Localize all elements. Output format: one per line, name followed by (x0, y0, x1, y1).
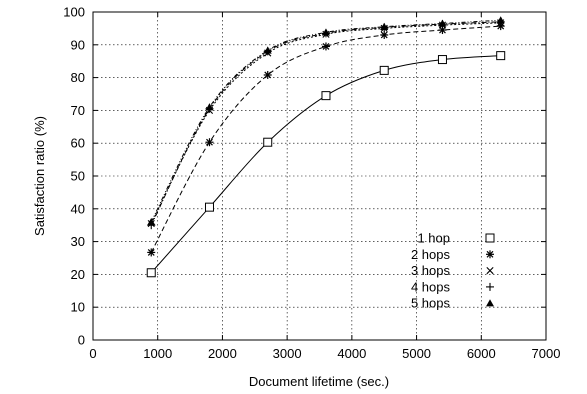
data-point-marker-stroke (264, 71, 272, 79)
x-axis-title: Document lifetime (sec.) (249, 374, 389, 389)
data-point-marker (147, 248, 156, 257)
legend-label: 5 hops (411, 296, 451, 311)
legend-marker (486, 282, 494, 291)
y-tick-label: 0 (78, 333, 85, 348)
data-point-marker-stroke (147, 248, 155, 256)
legend-marker (486, 267, 494, 275)
x-tick-label: 1000 (143, 346, 172, 361)
x-tick-label: 5000 (402, 346, 431, 361)
series-line (150, 19, 501, 223)
y-tick-label: 40 (71, 201, 85, 216)
series-line (150, 21, 501, 226)
legend-label: 1 hop (417, 231, 450, 246)
axis-ticks: 0 1000 2000 3000 4000 5000 6000 7000 0 10 20 30 40 50… (63, 5, 560, 362)
legend-label: 2 hops (411, 247, 451, 262)
data-point-marker (321, 28, 330, 36)
y-tick-label: 10 (71, 300, 85, 315)
y-tick-label: 70 (71, 103, 85, 118)
x-tick-label: 2000 (208, 346, 237, 361)
y-tick-label: 80 (71, 70, 85, 85)
data-point-marker (147, 217, 156, 226)
y-axis-title: Satisfaction ratio (%) (32, 116, 47, 236)
y-tick-label: 60 (71, 136, 85, 151)
legend-marker-stroke (486, 267, 494, 275)
y-tick-label: 50 (71, 169, 85, 184)
legend-label: 4 hops (411, 279, 451, 294)
x-tick-label: 6000 (467, 346, 496, 361)
data-point-marker (438, 19, 447, 27)
series-2 (147, 22, 505, 257)
x-tick-label: 4000 (337, 346, 366, 361)
data-point-marker (146, 268, 156, 278)
x-tick-label: 3000 (273, 346, 302, 361)
x-tick-label: 7000 (532, 346, 561, 361)
data-point-marker (205, 138, 214, 147)
data-point-marker (496, 51, 506, 61)
data-point-marker (263, 46, 272, 54)
data-point-marker (321, 42, 330, 51)
series-1 (146, 51, 506, 278)
series-3 (147, 19, 505, 228)
data-point-marker (437, 55, 447, 65)
legend-marker (486, 250, 494, 259)
data-point-marker (380, 30, 389, 39)
legend-marker (485, 233, 495, 243)
legend-label: 3 hops (411, 263, 451, 278)
data-point-marker (496, 16, 505, 24)
legend-marker (486, 299, 494, 307)
y-tick-label: 90 (71, 37, 85, 52)
data-point-marker (263, 70, 272, 79)
series-5 (147, 16, 505, 226)
series-line (150, 22, 501, 224)
series-line (150, 25, 501, 253)
data-point-marker (379, 65, 389, 75)
data-point-marker (380, 22, 389, 30)
legend-marker-stroke (486, 250, 494, 258)
data-point-marker-stroke (322, 43, 330, 50)
data-point-marker (205, 103, 214, 111)
x-tick-label: 0 (89, 346, 96, 361)
y-tick-label: 30 (71, 234, 85, 249)
data-point-marker-stroke (439, 26, 446, 34)
data-point-marker (263, 137, 273, 147)
data-point-marker-stroke (206, 138, 213, 146)
series-group (146, 16, 506, 278)
grid-lines (93, 12, 546, 340)
data-point-marker (321, 91, 331, 101)
data-point-marker (204, 202, 214, 212)
y-tick-label: 20 (71, 267, 85, 282)
data-point-marker-stroke (380, 31, 388, 39)
y-tick-label: 100 (63, 5, 85, 20)
